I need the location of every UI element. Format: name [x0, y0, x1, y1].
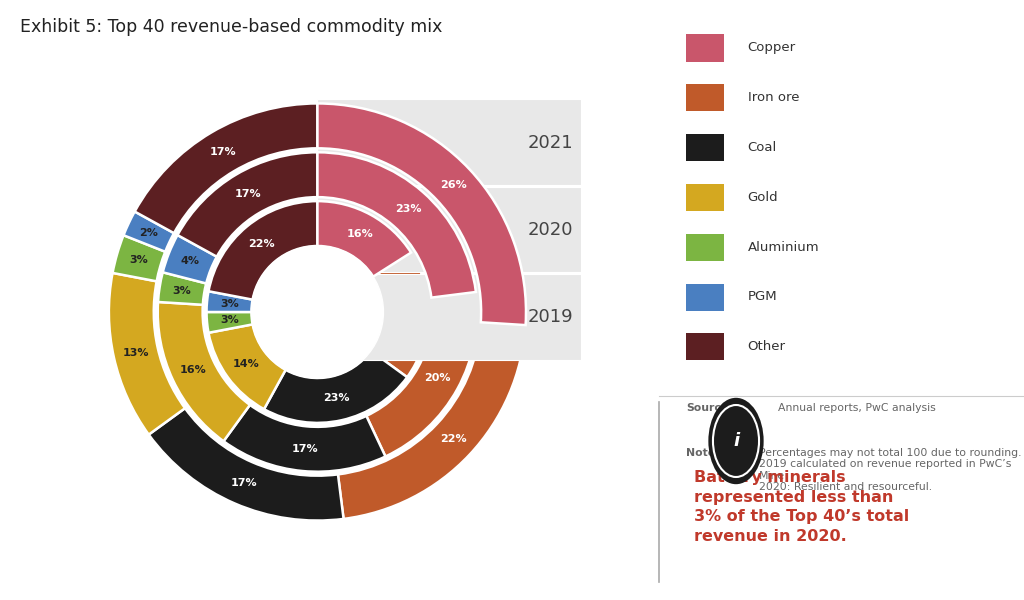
Text: 17%: 17%	[209, 147, 236, 157]
Wedge shape	[209, 325, 286, 409]
Text: Copper: Copper	[748, 41, 796, 55]
Wedge shape	[113, 235, 165, 281]
Wedge shape	[207, 312, 253, 333]
Text: 2020: 2020	[528, 221, 573, 239]
Bar	[317, 187, 582, 272]
Text: 26%: 26%	[439, 179, 467, 190]
Text: 14%: 14%	[232, 359, 259, 369]
Bar	[686, 34, 725, 61]
Text: 16%: 16%	[347, 229, 374, 239]
Circle shape	[709, 398, 764, 484]
Text: Percentages may not total 100 due to rounding.
2019 calculated on revenue report: Percentages may not total 100 due to rou…	[759, 448, 1022, 493]
Text: 3%: 3%	[220, 299, 239, 308]
Text: Gold: Gold	[748, 191, 778, 204]
Text: i: i	[733, 432, 739, 450]
Text: 16%: 16%	[180, 365, 207, 376]
Bar	[686, 283, 725, 311]
Wedge shape	[209, 201, 317, 299]
Wedge shape	[207, 291, 253, 312]
Text: Exhibit 5: Top 40 revenue-based commodity mix: Exhibit 5: Top 40 revenue-based commodit…	[20, 18, 442, 36]
Text: Annual reports, PwC analysis: Annual reports, PwC analysis	[778, 403, 936, 413]
Text: Note:: Note:	[686, 448, 720, 458]
Wedge shape	[338, 322, 525, 519]
Text: 4%: 4%	[180, 256, 200, 266]
Text: 3%: 3%	[129, 255, 148, 265]
Wedge shape	[317, 201, 411, 277]
Wedge shape	[371, 253, 428, 377]
Wedge shape	[264, 351, 408, 423]
Text: 13%: 13%	[123, 347, 150, 358]
Text: 3%: 3%	[172, 286, 191, 296]
Wedge shape	[124, 212, 174, 252]
Text: Iron ore: Iron ore	[748, 91, 799, 104]
Text: 22%: 22%	[248, 239, 274, 249]
Text: 23%: 23%	[395, 204, 422, 214]
Text: Coal: Coal	[748, 141, 777, 154]
Text: 3%: 3%	[220, 316, 239, 325]
Wedge shape	[158, 302, 250, 441]
Text: 20%: 20%	[425, 373, 451, 383]
Bar	[686, 334, 725, 360]
Bar	[317, 100, 582, 185]
Text: 23%: 23%	[324, 394, 350, 403]
Wedge shape	[135, 103, 317, 233]
Bar	[686, 134, 725, 161]
Bar	[686, 184, 725, 211]
Text: 17%: 17%	[291, 443, 317, 454]
Wedge shape	[223, 405, 385, 472]
Wedge shape	[177, 152, 317, 257]
Wedge shape	[367, 292, 477, 457]
Wedge shape	[317, 103, 526, 325]
Bar	[686, 233, 725, 260]
Wedge shape	[317, 103, 526, 325]
Wedge shape	[158, 272, 206, 305]
Text: Battery minerals
represented less than
3% of the Top 40’s total
revenue in 2020.: Battery minerals represented less than 3…	[694, 470, 909, 544]
Wedge shape	[163, 235, 217, 283]
Wedge shape	[317, 152, 476, 298]
Text: 2019: 2019	[528, 308, 573, 326]
Text: Aluminium: Aluminium	[748, 241, 819, 254]
Wedge shape	[148, 408, 344, 521]
Circle shape	[252, 246, 383, 378]
Text: 22%: 22%	[439, 434, 466, 445]
Text: PGM: PGM	[748, 290, 777, 304]
Text: 17%: 17%	[234, 189, 261, 199]
Wedge shape	[109, 273, 185, 434]
Text: 2%: 2%	[139, 228, 159, 238]
Text: Other: Other	[748, 340, 785, 353]
Wedge shape	[317, 201, 411, 277]
Text: 17%: 17%	[230, 478, 257, 488]
Bar	[317, 274, 582, 359]
Wedge shape	[317, 152, 476, 298]
Bar	[686, 84, 725, 111]
Text: Source:: Source:	[686, 403, 733, 413]
Text: 2021: 2021	[528, 134, 573, 152]
